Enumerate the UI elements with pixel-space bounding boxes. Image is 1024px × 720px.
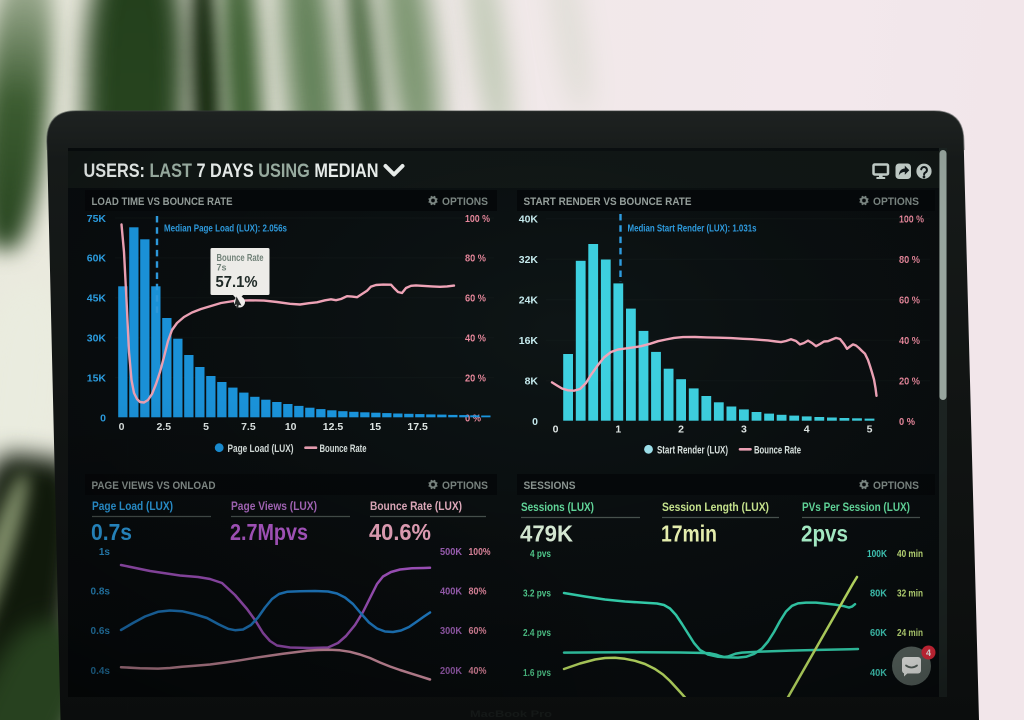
svg-text:MacBook Pro: MacBook Pro (470, 709, 552, 720)
